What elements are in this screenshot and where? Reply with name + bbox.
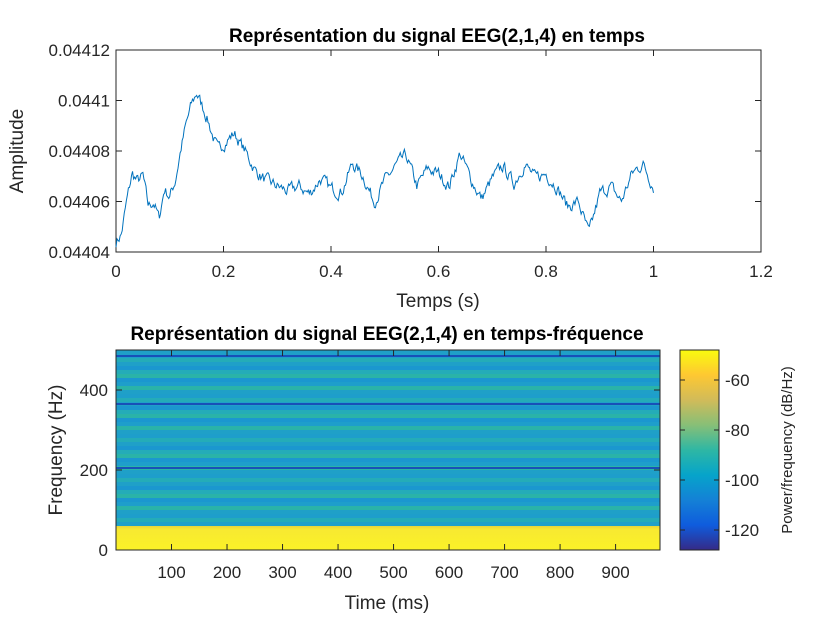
spectrogram-row bbox=[116, 482, 660, 487]
spectrogram-row bbox=[116, 522, 660, 527]
spectrogram-row bbox=[116, 462, 660, 467]
y-tick-label: 0.04408 bbox=[49, 142, 110, 161]
x-tick-label: 0.6 bbox=[427, 262, 451, 281]
spectrogram-low-band bbox=[116, 526, 660, 550]
spectrogram-row bbox=[116, 390, 660, 395]
spectrogram-row bbox=[116, 450, 660, 455]
spectrogram-row bbox=[116, 470, 660, 475]
x-tick-label: 600 bbox=[435, 563, 463, 582]
spectrogram-row bbox=[116, 406, 660, 411]
spectrogram-row bbox=[116, 394, 660, 399]
spectrogram-row bbox=[116, 478, 660, 483]
spectrogram-row bbox=[116, 514, 660, 519]
spectrogram-row bbox=[116, 434, 660, 439]
spectrogram-dark-line bbox=[116, 403, 660, 405]
x-tick-label: 0.8 bbox=[534, 262, 558, 281]
spectrogram-row bbox=[116, 490, 660, 495]
spectrogram-row bbox=[116, 422, 660, 427]
y-tick-label: 400 bbox=[80, 381, 108, 400]
x-tick-label: 200 bbox=[213, 563, 241, 582]
time-plot-ylabel: Amplitude bbox=[7, 109, 28, 194]
y-tick-label: 0.0441 bbox=[58, 92, 110, 111]
x-tick-label: 100 bbox=[157, 563, 185, 582]
spectrogram-row bbox=[116, 506, 660, 511]
time-plot-axes-box bbox=[115, 49, 762, 253]
spectrogram-axes-box bbox=[115, 349, 661, 551]
x-tick-label: 500 bbox=[379, 563, 407, 582]
colorbar-gradient bbox=[679, 349, 720, 551]
spectrogram-xlabel: Time (ms) bbox=[345, 593, 430, 614]
spectrogram-row bbox=[116, 454, 660, 459]
spectrogram-dark-line bbox=[116, 467, 660, 469]
spectrogram-row bbox=[116, 486, 660, 491]
x-tick-label: 1.2 bbox=[749, 262, 773, 281]
colorbar-tick-label: -120 bbox=[725, 521, 759, 540]
spectrogram-row bbox=[116, 382, 660, 387]
spectrogram-plot: Représentation du signal EEG(2,1,4) en t… bbox=[46, 324, 661, 614]
spectrogram-row bbox=[116, 502, 660, 507]
spectrogram-dark-line bbox=[116, 355, 660, 357]
y-tick-label: 200 bbox=[80, 461, 108, 480]
time-plot-title: Représentation du signal EEG(2,1,4) en t… bbox=[229, 26, 645, 47]
x-tick-label: 1 bbox=[649, 262, 658, 281]
spectrogram-row bbox=[116, 362, 660, 367]
x-tick-label: 0 bbox=[111, 262, 120, 281]
spectrogram-ylabel: Frequency (Hz) bbox=[46, 385, 67, 516]
colorbar-tick-label: -80 bbox=[725, 421, 750, 440]
time-plot: Représentation du signal EEG(2,1,4) en t… bbox=[7, 26, 773, 312]
x-tick-label: 900 bbox=[601, 563, 629, 582]
spectrogram-row bbox=[116, 498, 660, 503]
colorbar: -60 -80 -100 -120 Power/frequency (dB/Hz) bbox=[679, 349, 796, 551]
colorbar-tick-label: -60 bbox=[725, 371, 750, 390]
spectrogram-row bbox=[116, 494, 660, 499]
time-plot-xlabel: Temps (s) bbox=[396, 291, 479, 312]
x-tick-label: 700 bbox=[490, 563, 518, 582]
spectrogram-row bbox=[116, 510, 660, 515]
spectrogram-row bbox=[116, 374, 660, 379]
x-tick-label: 0.4 bbox=[319, 262, 343, 281]
spectrogram-row bbox=[116, 458, 660, 463]
spectrogram-row bbox=[116, 430, 660, 435]
spectrogram-ticks: 100 200 300 400 500 600 700 800 900 0 200 400 bbox=[80, 350, 660, 582]
spectrogram-row bbox=[116, 474, 660, 479]
colorbar-label: Power/frequency (dB/Hz) bbox=[779, 366, 796, 534]
spectrogram-row bbox=[116, 410, 660, 415]
spectrogram-image bbox=[116, 350, 660, 550]
spectrogram-row bbox=[116, 414, 660, 419]
time-plot-ticks: 0 0.2 0.4 0.6 0.8 1 1.2 0.04404 0.04406 0.04408 0.… bbox=[49, 41, 773, 281]
spectrogram-row bbox=[116, 350, 660, 355]
x-tick-label: 0.2 bbox=[212, 262, 236, 281]
spectrogram-title: Représentation du signal EEG(2,1,4) en t… bbox=[130, 324, 643, 345]
y-tick-label: 0.04404 bbox=[49, 243, 110, 262]
y-tick-label: 0.04412 bbox=[49, 41, 110, 60]
spectrogram-row bbox=[116, 446, 660, 451]
spectrogram-row bbox=[116, 386, 660, 391]
x-tick-label: 800 bbox=[546, 563, 574, 582]
spectrogram-row bbox=[116, 438, 660, 443]
spectrogram-row bbox=[116, 442, 660, 447]
colorbar-tick-label: -100 bbox=[725, 471, 759, 490]
eeg-signal-line bbox=[115, 94, 654, 248]
x-tick-label: 300 bbox=[268, 563, 296, 582]
colorbar-ticks: -60 -80 -100 -120 bbox=[680, 371, 759, 540]
spectrogram-row bbox=[116, 366, 660, 371]
spectrogram-row bbox=[116, 418, 660, 423]
spectrogram-row bbox=[116, 370, 660, 375]
spectrogram-row bbox=[116, 398, 660, 403]
spectrogram-row bbox=[116, 426, 660, 431]
spectrogram-row bbox=[116, 518, 660, 523]
y-tick-label: 0 bbox=[99, 541, 108, 560]
x-tick-label: 400 bbox=[324, 563, 352, 582]
y-tick-label: 0.04406 bbox=[49, 193, 110, 212]
spectrogram-row bbox=[116, 378, 660, 383]
spectrogram-row bbox=[116, 358, 660, 363]
